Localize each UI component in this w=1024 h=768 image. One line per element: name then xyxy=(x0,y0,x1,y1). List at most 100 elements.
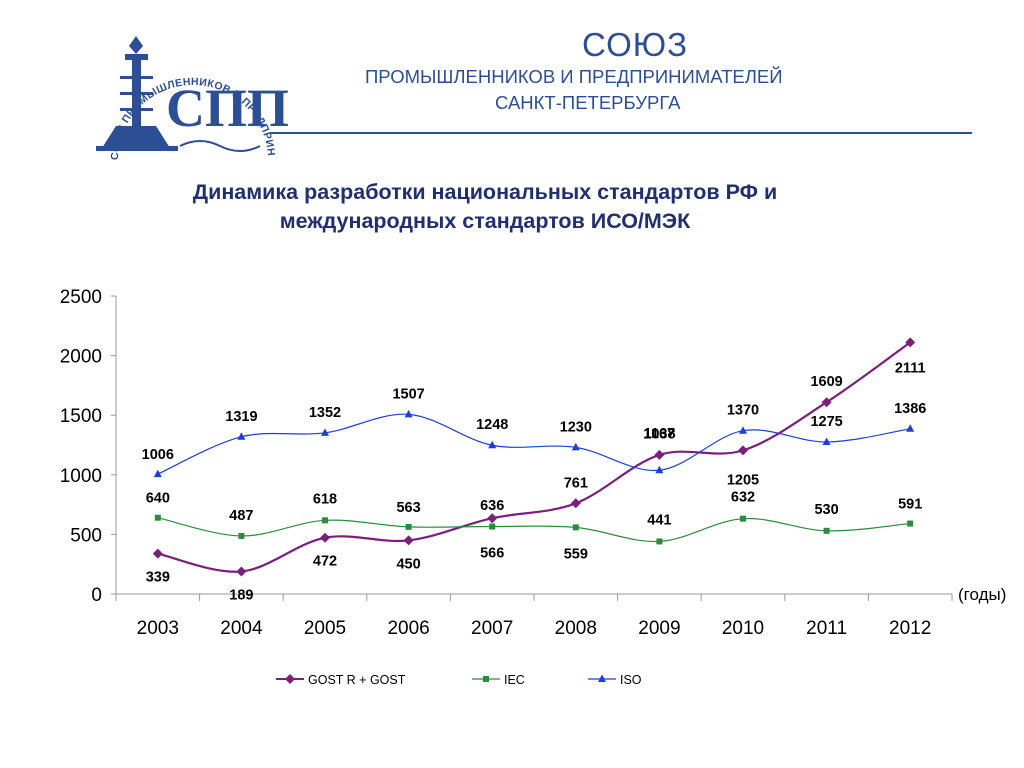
data-label: 1167 xyxy=(644,426,675,442)
data-label: 2111 xyxy=(895,360,926,376)
data-label: 1386 xyxy=(894,401,926,417)
data-label: 1248 xyxy=(476,417,508,433)
y-tick-label: 2000 xyxy=(60,347,102,368)
data-point-diamond xyxy=(570,498,581,509)
chart-title-line-1: Динамика разработки национальных стандар… xyxy=(192,180,778,204)
organization-name-line-2: САНКТ-ПЕТЕРБУРГА xyxy=(495,92,681,113)
data-label: 1352 xyxy=(309,405,341,421)
data-label: 1370 xyxy=(727,403,759,419)
data-label: 441 xyxy=(647,512,671,528)
chart-axes: 0 500 1000 1500 2000 2500 2003 2004 2005 2006 2007… xyxy=(60,287,1007,639)
rostral-column-icon xyxy=(96,36,261,152)
data-point-triangle xyxy=(321,428,329,436)
data-point-square xyxy=(740,515,746,522)
data-label: 1507 xyxy=(392,386,424,402)
data-point-square xyxy=(154,514,161,521)
data-point-diamond xyxy=(403,535,414,546)
organization-name-line-1: ПРОМЫШЛЕННИКОВ И ПРЕДПРИНИМАТЕЛЕЙ xyxy=(365,66,783,87)
data-point-triangle xyxy=(404,409,413,418)
data-point-triangle xyxy=(571,442,580,451)
data-point-square xyxy=(483,676,489,682)
data-label: 1205 xyxy=(727,472,759,488)
header-divider xyxy=(270,132,972,134)
data-point-square xyxy=(322,517,328,524)
data-label: 632 xyxy=(731,490,755,506)
data-label: 1006 xyxy=(142,447,174,463)
data-label: 1275 xyxy=(810,414,842,430)
data-point-triangle xyxy=(598,674,606,682)
x-tick-label: 2010 xyxy=(722,618,764,639)
x-tick-label: 2003 xyxy=(137,618,179,639)
data-point-triangle xyxy=(655,465,664,474)
data-point-diamond xyxy=(738,445,748,456)
data-label: 761 xyxy=(564,475,588,491)
y-tick-label: 1000 xyxy=(60,466,102,487)
data-label: 559 xyxy=(564,546,588,562)
data-point-diamond xyxy=(487,513,498,524)
data-point-square xyxy=(907,520,914,527)
data-point-triangle xyxy=(822,437,831,446)
data-label: 487 xyxy=(229,508,253,524)
data-label: 563 xyxy=(396,500,420,516)
x-tick-label: 2008 xyxy=(555,618,597,639)
data-point-square xyxy=(656,538,663,545)
y-tick-label: 0 xyxy=(91,585,102,606)
chart-title-line-2: международных стандартов ИСО/МЭК xyxy=(279,209,691,233)
data-point-diamond xyxy=(236,566,247,577)
series-iec: 640 487 618 563 566 559 441 632 530 591 xyxy=(146,490,923,563)
x-tick-label: 2005 xyxy=(304,618,346,639)
data-label: 339 xyxy=(146,570,170,586)
x-axis-unit-label: (годы) xyxy=(958,585,1006,604)
organization-name: СОЮЗ xyxy=(582,26,689,63)
data-label: 472 xyxy=(313,554,337,570)
series-line xyxy=(157,413,911,475)
data-point-diamond xyxy=(905,337,916,348)
x-tick-label: 2009 xyxy=(638,618,680,639)
x-tick-label: 2012 xyxy=(889,618,931,639)
data-point-triangle xyxy=(739,426,747,434)
data-point-square xyxy=(489,523,496,530)
legend-label: IEC xyxy=(504,673,525,687)
data-label: 1319 xyxy=(225,409,257,425)
series-line xyxy=(157,341,911,573)
organization-logo: СОЮЗ ПРОМЫШЛЕННИКОВ И ПРЕДПРИНИМАТЕЛЕЙ С… xyxy=(40,18,289,160)
data-point-diamond xyxy=(654,449,665,460)
x-tick-label: 2004 xyxy=(220,618,263,639)
x-tick-label: 2011 xyxy=(806,618,847,639)
y-tick-label: 2500 xyxy=(60,287,102,308)
series-line xyxy=(157,517,911,543)
x-tick-label: 2006 xyxy=(387,618,429,639)
data-point-diamond xyxy=(152,548,163,559)
logo-monogram: СПП xyxy=(166,78,289,138)
data-point-triangle xyxy=(153,469,162,478)
data-point-triangle xyxy=(906,424,915,432)
data-label: 1038 xyxy=(643,426,675,442)
data-point-square xyxy=(823,527,830,534)
chart-title: Динамика разработки национальных стандар… xyxy=(0,178,970,236)
legend-label: ISO xyxy=(620,673,642,687)
data-label: 636 xyxy=(480,498,504,514)
data-point-square xyxy=(405,523,412,530)
data-label: 591 xyxy=(898,497,922,513)
y-tick-label: 500 xyxy=(70,525,102,546)
header: СОЮЗ ПРОМЫШЛЕННИКОВ И ПРЕДПРИНИМАТЕЛЕЙ С… xyxy=(0,0,1024,170)
data-point-square xyxy=(572,524,579,531)
data-label: 640 xyxy=(146,491,170,507)
data-point-diamond xyxy=(320,532,330,543)
series-iso: 1006 1319 1352 1507 1248 1230 1038 1370 1275 1386 xyxy=(142,386,926,478)
chart-legend: GOST R + GOST IEC ISO xyxy=(276,673,642,687)
y-tick-label: 1500 xyxy=(60,406,102,427)
data-point-diamond xyxy=(285,674,295,684)
data-label: 1609 xyxy=(810,374,842,390)
legend-label: GOST R + GOST xyxy=(308,673,406,687)
data-label: 189 xyxy=(229,587,253,603)
data-label: 1230 xyxy=(560,419,592,435)
data-label: 450 xyxy=(396,556,420,572)
data-point-triangle xyxy=(237,432,246,440)
data-label: 530 xyxy=(814,502,838,518)
x-tick-label: 2007 xyxy=(471,618,513,639)
data-point-square xyxy=(238,532,245,539)
data-point-diamond xyxy=(821,397,832,408)
data-label: 618 xyxy=(313,491,337,507)
